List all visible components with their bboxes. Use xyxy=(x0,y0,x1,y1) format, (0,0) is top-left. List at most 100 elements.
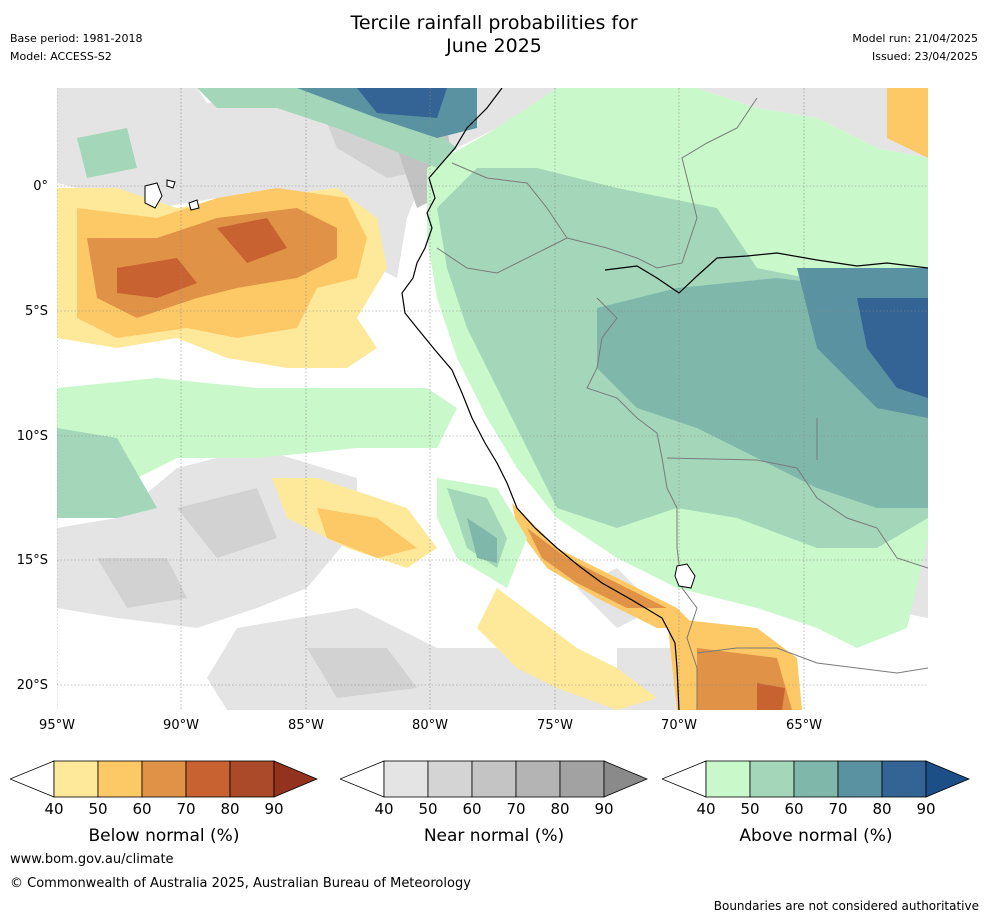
country-borders xyxy=(436,97,928,710)
colorbar-below-label: Below normal (%) xyxy=(88,826,240,846)
colorbar-above-normal: 40 50 60 70 80 90 xyxy=(660,760,971,818)
lat-label-10s: 10°S xyxy=(16,429,48,444)
red-orange-west-2 xyxy=(217,218,287,263)
colorbar-above-ticks: 40 50 60 70 80 90 xyxy=(662,800,970,820)
orange-ne xyxy=(887,88,928,158)
colorbar-above-swatches xyxy=(660,760,971,798)
colorbar-near-high-arrow xyxy=(603,760,649,798)
island-santa-cruz xyxy=(188,199,200,211)
teal-coast xyxy=(467,518,497,563)
colorbar-above-tick: 80 xyxy=(872,800,892,818)
colorbar-below-tick: 80 xyxy=(220,800,240,818)
colorbar-below-band-80 xyxy=(229,760,275,798)
lat-label-15s: 15°S xyxy=(16,553,48,568)
light-green-ocean xyxy=(57,378,457,488)
green-north xyxy=(197,88,457,168)
colorbar-below-tick: 40 xyxy=(44,800,64,818)
colorbar-below-swatches xyxy=(8,760,319,798)
map-canvas xyxy=(57,88,928,710)
lake-titicaca xyxy=(674,563,696,589)
grey-north xyxy=(57,88,617,278)
model-name: Model: ACCESS-S2 xyxy=(10,50,112,63)
lon-label-75w: 75°W xyxy=(537,718,573,733)
red-orange-west xyxy=(117,258,197,298)
colorbar-below-band-70 xyxy=(185,760,231,798)
lon-label-95w: 95°W xyxy=(39,718,75,733)
colorbar-below-tick: 90 xyxy=(264,800,284,818)
grey-south-2 xyxy=(307,648,417,698)
colorbar-near-band-70 xyxy=(515,760,561,798)
above-normal-shading xyxy=(57,88,928,648)
model-run: Model run: 21/04/2025 xyxy=(852,32,978,45)
map-title: Tercile rainfall probabilities for June … xyxy=(0,12,988,58)
colorbar-above-tick: 90 xyxy=(916,800,936,818)
near-normal-shading xyxy=(57,88,928,710)
yellow-coast xyxy=(477,588,657,710)
title-line-2: June 2025 xyxy=(446,35,542,57)
colorbar-above-low-arrow xyxy=(660,760,707,798)
colorbar-near-tick: 40 xyxy=(374,800,394,818)
colorbar-near-tick: 70 xyxy=(506,800,526,818)
colorbar-above-band-50 xyxy=(749,760,795,798)
colorbar-near-tick: 80 xyxy=(550,800,570,818)
website-link[interactable]: www.bom.gov.au/climate xyxy=(10,852,174,867)
lon-label-85w: 85°W xyxy=(288,718,324,733)
green-ocean-west xyxy=(57,428,157,518)
probability-map xyxy=(57,88,928,710)
galapagos-islands xyxy=(144,179,200,211)
colorbar-near-band-40 xyxy=(383,760,429,798)
island-santiago xyxy=(166,179,176,189)
colorbar-near-label: Near normal (%) xyxy=(423,826,565,846)
lat-label-5s: 5°S xyxy=(24,304,48,319)
dark-orange-coast xyxy=(527,528,667,608)
colorbar-below-band-40 xyxy=(53,760,99,798)
below-normal-shading xyxy=(57,88,928,710)
colorbar-near-band-50 xyxy=(427,760,473,798)
amazon-river xyxy=(604,252,928,294)
colorbar-above-band-80 xyxy=(881,760,927,798)
copyright-notice: © Commonwealth of Australia 2025, Austra… xyxy=(10,876,471,891)
colorbar-below-normal: 40 50 60 70 80 90 xyxy=(8,760,319,818)
colorbar-below-tick: 50 xyxy=(88,800,108,818)
colorbar-above-tick: 50 xyxy=(740,800,760,818)
metadata-left: Base period: 1981-2018 Model: ACCESS-S2 xyxy=(10,30,142,66)
colorbar-below-tick: 60 xyxy=(132,800,152,818)
grey-west-3 xyxy=(177,488,277,558)
colorbar-below-high-arrow xyxy=(273,760,319,798)
colorbar-near-tick: 60 xyxy=(462,800,482,818)
orange-mid xyxy=(317,508,417,558)
colorbar-below-band-60 xyxy=(141,760,187,798)
colorbar-near-normal: 40 50 60 70 80 90 xyxy=(338,760,649,818)
lon-label-80w: 80°W xyxy=(412,718,448,733)
island-isabela xyxy=(144,182,163,209)
colorbar-above-tick: 70 xyxy=(828,800,848,818)
grey-west-2 xyxy=(97,558,187,608)
grey-ne xyxy=(697,88,928,158)
colorbar-above-tick: 40 xyxy=(696,800,716,818)
colorbar-above-band-40 xyxy=(705,760,751,798)
base-period: Base period: 1981-2018 xyxy=(10,32,143,45)
lat-label-0: 0° xyxy=(33,179,48,194)
title-line-1: Tercile rainfall probabilities for xyxy=(350,12,638,34)
colorbar-near-ticks: 40 50 60 70 80 90 xyxy=(340,800,648,820)
lon-label-90w: 90°W xyxy=(163,718,199,733)
blue-east xyxy=(857,298,928,398)
lon-label-65w: 65°W xyxy=(786,718,822,733)
colorbar-above-band-60 xyxy=(793,760,839,798)
colorbar-above-label: Above normal (%) xyxy=(739,826,893,846)
grid-lines xyxy=(57,88,928,710)
colorbar-below-tick: 70 xyxy=(176,800,196,818)
colorbar-near-tick: 90 xyxy=(594,800,614,818)
issued-date: Issued: 23/04/2025 xyxy=(871,50,978,63)
colorbar-near-band-80 xyxy=(559,760,605,798)
colorbar-below-ticks: 40 50 60 70 80 90 xyxy=(10,800,318,820)
lon-label-70w: 70°W xyxy=(661,718,697,733)
lat-label-20s: 20°S xyxy=(16,678,48,693)
metadata-right: Model run: 21/04/2025 Issued: 23/04/2025 xyxy=(852,30,978,66)
colorbar-near-tick: 50 xyxy=(418,800,438,818)
boundaries-note: Boundaries are not considered authoritat… xyxy=(713,899,979,913)
grey-south xyxy=(207,608,617,710)
colorbar-below-low-arrow xyxy=(8,760,55,798)
colorbar-near-band-60 xyxy=(471,760,517,798)
colorbar-below-band-50 xyxy=(97,760,143,798)
